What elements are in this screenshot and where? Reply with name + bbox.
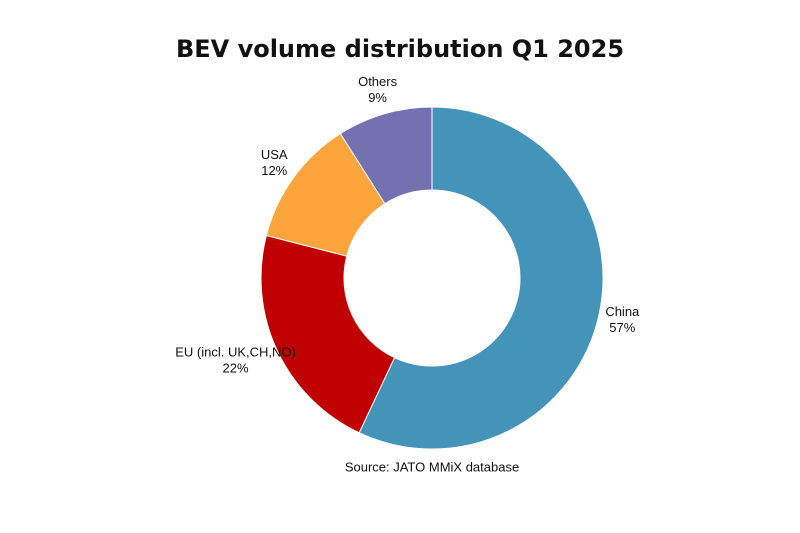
slice-label: USA	[261, 147, 288, 162]
slice-value-label: 12%	[261, 163, 287, 178]
slice-label: China	[605, 304, 640, 319]
source-note: Source: JATO MMiX database	[345, 459, 519, 474]
chart-title: BEV volume distribution Q1 2025	[176, 35, 624, 63]
donut-slice	[339, 106, 433, 205]
slice-value-label: 57%	[609, 320, 635, 335]
slice-label: EU (incl. UK,CH,NO)	[175, 344, 296, 359]
slice-label: Others	[358, 74, 398, 89]
slice-value-label: 9%	[368, 90, 387, 105]
slice-value-label: 22%	[223, 360, 249, 375]
donut-slice	[358, 106, 604, 450]
donut-slice	[260, 234, 396, 434]
